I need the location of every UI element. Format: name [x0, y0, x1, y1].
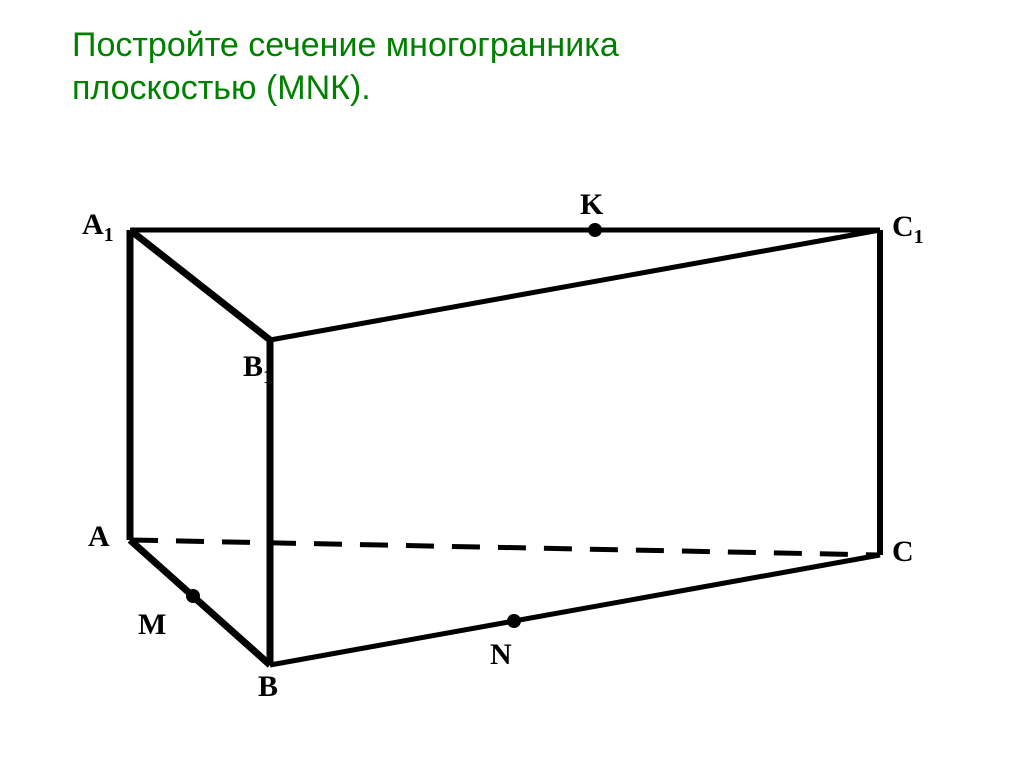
- label-C: C: [892, 535, 914, 569]
- point-K: [588, 223, 602, 237]
- edge-B-C: [270, 555, 880, 665]
- label-A: A: [88, 520, 110, 554]
- title-line-1: Постройте сечение многогранника: [72, 26, 619, 64]
- edge-A-B: [130, 540, 270, 665]
- label-B1: B1: [243, 350, 273, 389]
- label-M: M: [138, 608, 166, 642]
- label-A1: A1: [82, 208, 114, 247]
- point-M: [186, 589, 200, 603]
- edge-B1-C1: [270, 230, 880, 340]
- label-B: B: [258, 670, 278, 704]
- label-N: N: [490, 638, 512, 672]
- point-N: [507, 614, 521, 628]
- task-title: Постройте сечение многогранника плоскост…: [72, 24, 619, 109]
- label-C1: C1: [892, 210, 924, 249]
- edge-A1-B1: [130, 230, 270, 340]
- label-K: K: [580, 188, 603, 222]
- title-line-2: плоскостью (MNК).: [72, 69, 371, 107]
- prism-diagram: A1 C1 B1 A C B M N K: [60, 170, 940, 730]
- edge-A-C: [130, 540, 880, 555]
